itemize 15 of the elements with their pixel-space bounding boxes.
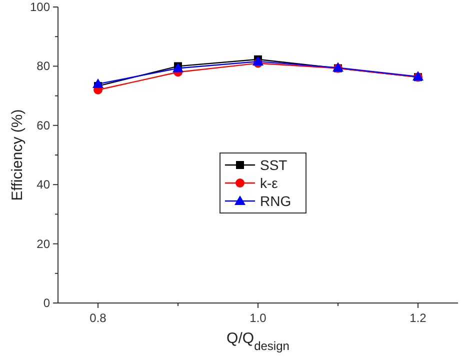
y-tick-label: 60: [36, 118, 50, 132]
y-tick-label: 40: [36, 178, 50, 192]
x-axis-title: Q/Q$_{design}$: [226, 330, 290, 353]
point: [92, 78, 104, 88]
y-tick-label: 0: [43, 296, 50, 310]
y-tick-label: 20: [36, 236, 50, 251]
x-tick-label: 0.8: [90, 311, 107, 325]
legend-label: RNG: [260, 193, 292, 209]
legend-label: SST: [260, 157, 288, 173]
text: 1.0: [250, 311, 266, 325]
y-tick-label: 100: [30, 0, 50, 14]
legend-label: k-ε: [260, 175, 278, 191]
y-tick-label: 80: [36, 59, 50, 74]
y-axis-title: Efficiency (%): [9, 109, 26, 201]
x-tick-label: 1.2: [410, 311, 427, 325]
